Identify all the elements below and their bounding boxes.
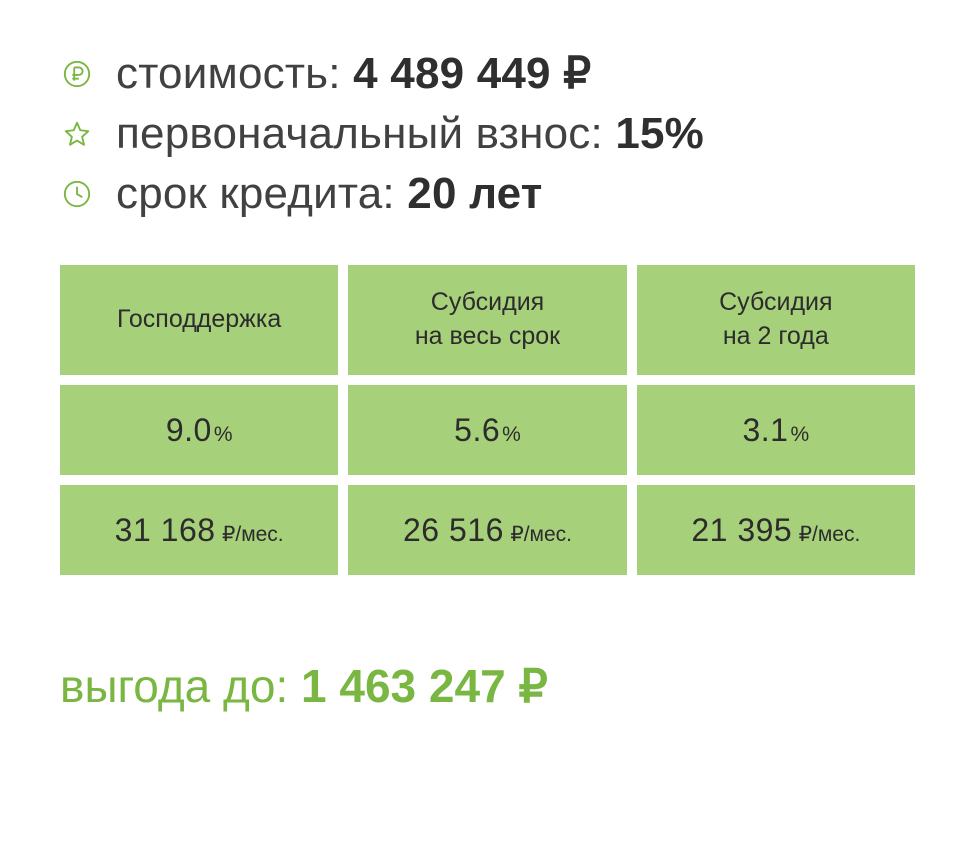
table-rate-col2: 5.6% bbox=[348, 385, 626, 475]
info-price-value: 4 489 449 ₽ bbox=[353, 49, 591, 98]
ruble-icon bbox=[60, 57, 94, 91]
table-header-col3: Субсидия на 2 года bbox=[637, 265, 915, 375]
benefit-label: выгода до: bbox=[60, 660, 288, 712]
pay-col3-wrap: 21 395 ₽/мес. bbox=[691, 512, 860, 549]
rate-col1-num: 9.0 bbox=[166, 412, 212, 448]
pay-col1-unit: ₽/мес. bbox=[222, 523, 284, 546]
table-header-col2-line1: Субсидия bbox=[431, 286, 544, 320]
info-price-label: стоимость: bbox=[116, 49, 341, 98]
table-pay-col2: 26 516 ₽/мес. bbox=[348, 485, 626, 575]
table-header-col1: Господдержка bbox=[60, 265, 338, 375]
rate-col3-wrap: 3.1% bbox=[742, 412, 809, 449]
info-down-value: 15% bbox=[615, 109, 704, 158]
pay-col3-unit: ₽/мес. bbox=[799, 523, 861, 546]
rate-col2-pct: % bbox=[502, 423, 521, 446]
info-term: срок кредита: 20 лет bbox=[60, 169, 915, 219]
table-header-col1-text: Господдержка bbox=[117, 303, 281, 337]
pay-col2-wrap: 26 516 ₽/мес. bbox=[403, 512, 572, 549]
info-term-value: 20 лет bbox=[407, 169, 542, 218]
pay-col2-num: 26 516 bbox=[403, 512, 504, 548]
table-rate-col3: 3.1% bbox=[637, 385, 915, 475]
benefit-line: выгода до: 1 463 247 ₽ bbox=[60, 659, 915, 713]
rate-col2-wrap: 5.6% bbox=[454, 412, 521, 449]
rate-col1-wrap: 9.0% bbox=[166, 412, 233, 449]
rate-col2-num: 5.6 bbox=[454, 412, 500, 448]
info-price-text: стоимость: 4 489 449 ₽ bbox=[116, 48, 591, 99]
comparison-table: Господдержка Субсидия на весь срок Субси… bbox=[60, 265, 915, 575]
info-list: стоимость: 4 489 449 ₽ первоначальный вз… bbox=[60, 48, 915, 219]
info-price: стоимость: 4 489 449 ₽ bbox=[60, 48, 915, 99]
info-down-label: первоначальный взнос: bbox=[116, 109, 603, 158]
table-header-col3-line2: на 2 года bbox=[723, 320, 829, 354]
rate-col3-pct: % bbox=[790, 423, 809, 446]
pay-col1-num: 31 168 bbox=[115, 512, 216, 548]
rate-col3-num: 3.1 bbox=[742, 412, 788, 448]
table-pay-col3: 21 395 ₽/мес. bbox=[637, 485, 915, 575]
info-down-text: первоначальный взнос: 15% bbox=[116, 109, 704, 159]
rate-col1-pct: % bbox=[214, 423, 233, 446]
pay-col2-unit: ₽/мес. bbox=[510, 523, 572, 546]
pay-col3-num: 21 395 bbox=[691, 512, 792, 548]
table-pay-col1: 31 168 ₽/мес. bbox=[60, 485, 338, 575]
table-header-col2: Субсидия на весь срок bbox=[348, 265, 626, 375]
info-term-text: срок кредита: 20 лет bbox=[116, 169, 542, 219]
table-header-col3-line1: Субсидия bbox=[719, 286, 832, 320]
benefit-value: 1 463 247 ₽ bbox=[301, 660, 548, 712]
pay-col1-wrap: 31 168 ₽/мес. bbox=[115, 512, 284, 549]
clock-icon bbox=[60, 177, 94, 211]
table-header-col2-line2: на весь срок bbox=[415, 320, 560, 354]
info-down-payment: первоначальный взнос: 15% bbox=[60, 109, 915, 159]
table-rate-col1: 9.0% bbox=[60, 385, 338, 475]
info-term-label: срок кредита: bbox=[116, 169, 395, 218]
star-icon bbox=[60, 117, 94, 151]
